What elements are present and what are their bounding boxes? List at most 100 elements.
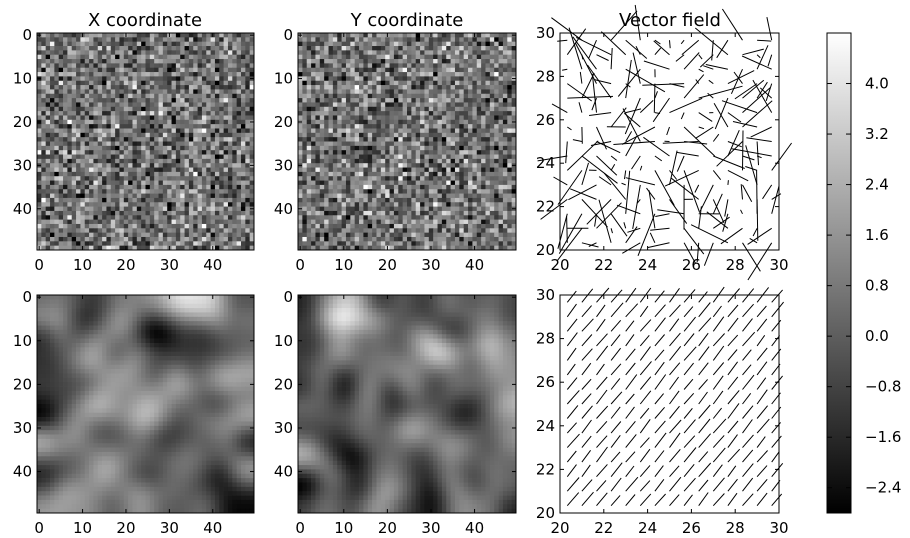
heatmap-cell <box>245 33 251 38</box>
heatmap-cell <box>328 176 334 181</box>
heatmap-cell <box>141 228 146 233</box>
heatmap-cell <box>76 228 81 233</box>
heatmap-cell <box>236 158 242 164</box>
heatmap-cell <box>433 98 438 103</box>
heatmap-cell <box>50 228 55 233</box>
heatmap-cell <box>97 132 103 138</box>
heatmap-cell <box>328 158 334 164</box>
heatmap-cell <box>193 111 198 116</box>
heatmap-cell <box>446 236 451 242</box>
heatmap-cell <box>298 176 303 181</box>
heatmap-cell <box>128 228 133 233</box>
heatmap-cell <box>502 59 508 64</box>
heatmap-cell <box>341 67 347 73</box>
heatmap-cell <box>428 76 434 82</box>
heatmap-cell <box>319 80 325 86</box>
heatmap-cell <box>167 241 172 247</box>
heatmap-cell <box>162 158 168 164</box>
heatmap-cell <box>463 137 469 142</box>
heatmap-cell <box>206 215 211 220</box>
heatmap-cell <box>110 59 116 64</box>
heatmap-cell <box>454 37 460 43</box>
heatmap-cell <box>433 67 438 73</box>
heatmap-cell <box>245 93 251 99</box>
heatmap-cell <box>102 98 107 103</box>
heatmap-cell <box>93 46 99 51</box>
heatmap-cell <box>507 180 512 186</box>
heatmap-cell <box>240 171 246 177</box>
heatmap-cell <box>110 76 116 82</box>
heatmap-cell <box>446 102 451 108</box>
heatmap-cell <box>363 176 369 181</box>
heatmap-cell <box>420 215 425 220</box>
heatmap-cell <box>433 215 438 220</box>
heatmap-cell <box>428 228 434 233</box>
heatmap-cell <box>41 228 47 233</box>
heatmap-cell <box>193 150 198 155</box>
heatmap-cell <box>123 98 129 103</box>
heatmap-cell <box>363 59 369 64</box>
heatmap-cell <box>89 85 94 90</box>
heatmap-cell <box>197 54 203 60</box>
heatmap-cell <box>359 202 364 207</box>
heatmap-cell <box>50 210 55 216</box>
heatmap-cell <box>354 76 360 82</box>
heatmap-cell <box>180 93 185 99</box>
heatmap-cell <box>167 41 172 47</box>
heatmap-cell <box>58 37 64 43</box>
heatmap-cell <box>171 223 177 229</box>
heatmap-cell <box>154 245 159 251</box>
heatmap-cell <box>67 93 73 99</box>
heatmap-cell <box>171 206 177 212</box>
heatmap-cell <box>37 93 42 99</box>
heatmap-cell <box>411 180 417 186</box>
heatmap-cell <box>106 210 112 216</box>
heatmap-cell <box>67 245 73 251</box>
heatmap-cell <box>324 98 329 103</box>
heatmap-cell <box>45 119 51 125</box>
heatmap-cell <box>319 106 325 112</box>
heatmap-cell <box>302 54 308 60</box>
heatmap-cell <box>398 236 403 242</box>
heatmap-cell <box>433 193 438 199</box>
heatmap-cell <box>345 54 351 60</box>
heatmap-cell <box>437 50 443 56</box>
heatmap-cell <box>141 106 146 112</box>
heatmap-cell <box>136 215 142 220</box>
heatmap-cell <box>302 206 308 212</box>
heatmap-cell <box>472 128 478 134</box>
heatmap-cell <box>376 85 382 90</box>
heatmap-cell <box>372 202 377 207</box>
heatmap-cell <box>463 54 469 60</box>
heatmap-cell <box>437 119 443 125</box>
heatmap-cell <box>306 158 312 164</box>
heatmap-cell <box>115 154 120 160</box>
heatmap-cell <box>428 124 434 129</box>
heatmap-cell <box>206 46 211 51</box>
heatmap-cell <box>511 180 517 186</box>
heatmap-cell <box>119 210 125 216</box>
heatmap-cell <box>171 202 177 207</box>
heatmap-cell <box>459 154 465 160</box>
heatmap-cell <box>385 46 390 51</box>
heatmap-cell <box>315 197 321 203</box>
heatmap-cell <box>41 50 47 56</box>
heatmap-cell <box>162 176 168 181</box>
heatmap-cell <box>132 197 138 203</box>
heatmap-cell <box>411 124 417 129</box>
heatmap-cell <box>236 245 242 251</box>
heatmap-cell <box>219 98 224 103</box>
heatmap-cell <box>223 72 229 77</box>
heatmap-cell <box>319 223 325 229</box>
heatmap-cell <box>141 141 146 147</box>
heatmap-cell <box>210 102 216 108</box>
heatmap-cell <box>197 206 203 212</box>
heatmap-cell <box>240 245 246 251</box>
heatmap-cell <box>162 180 168 186</box>
heatmap-cell <box>201 111 207 116</box>
heatmap-cell <box>433 89 438 95</box>
heatmap-cell <box>476 54 482 60</box>
heatmap-cell <box>184 46 190 51</box>
heatmap-cell <box>324 210 329 216</box>
heatmap-cell <box>93 202 99 207</box>
